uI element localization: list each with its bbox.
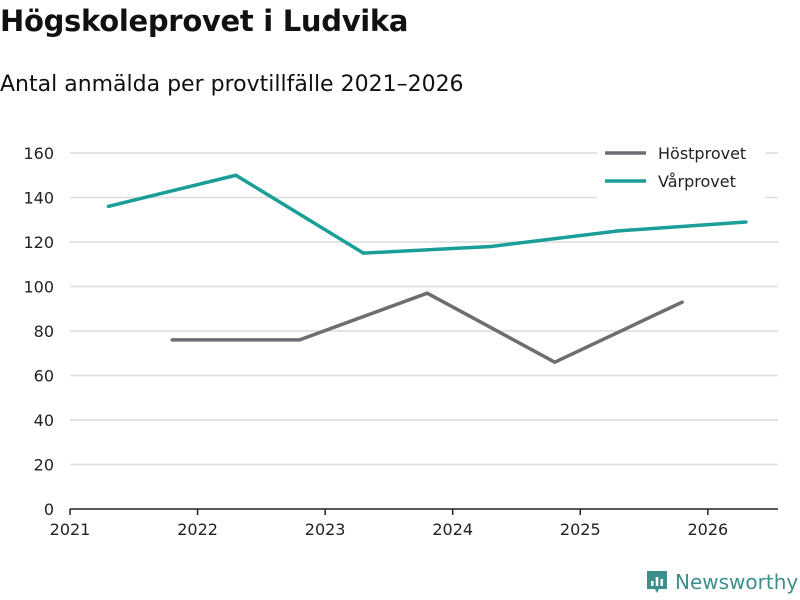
data-point (106, 204, 110, 208)
brand-name: Newsworthy (675, 570, 799, 594)
y-tick-label: 60 (34, 367, 54, 386)
data-point (425, 291, 429, 295)
chart-subtitle: Antal anmälda per provtillfälle 2021–202… (0, 72, 464, 97)
legend-box (597, 138, 765, 200)
legend: Höstprovet Vårprovet (597, 138, 765, 200)
data-point (616, 229, 621, 233)
x-tick-label: 2026 (687, 520, 728, 539)
legend-label: Vårprovet (658, 172, 736, 191)
y-tick-label: 100 (23, 278, 54, 297)
data-point (680, 300, 684, 304)
y-tick-label: 80 (34, 322, 54, 341)
y-axis-ticks: 0 20 40 60 80 100 120 140 160 (23, 144, 54, 519)
data-point (234, 173, 238, 177)
x-tick-label: 2024 (432, 520, 473, 539)
y-tick-label: 0 (44, 500, 54, 519)
series-line-varprovet (107, 173, 747, 255)
x-tick-label: 2023 (305, 520, 346, 539)
x-tick-label: 2021 (50, 520, 91, 539)
chart-title: Högskoleprovet i Ludvika (0, 4, 409, 38)
x-tick-label: 2025 (560, 520, 601, 539)
data-point (489, 244, 493, 249)
y-tick-label: 140 (23, 189, 54, 208)
y-tick-label: 160 (23, 144, 54, 163)
y-tick-label: 20 (34, 456, 54, 475)
newsworthy-logo: Newsworthy (645, 569, 798, 595)
x-tick-label: 2022 (177, 520, 218, 539)
x-axis: 2021 2022 2023 2024 2025 2026 (50, 508, 778, 539)
data-point (553, 360, 557, 364)
legend-label: Höstprovet (658, 144, 746, 163)
newsworthy-logo-icon (647, 571, 667, 593)
y-tick-label: 120 (23, 233, 54, 252)
series-line-hostprovet (172, 291, 684, 365)
y-tick-label: 40 (34, 411, 54, 430)
data-point (298, 338, 302, 342)
series-lines (106, 173, 748, 365)
data-point (170, 338, 174, 342)
data-point (361, 251, 366, 255)
data-point (744, 220, 748, 224)
